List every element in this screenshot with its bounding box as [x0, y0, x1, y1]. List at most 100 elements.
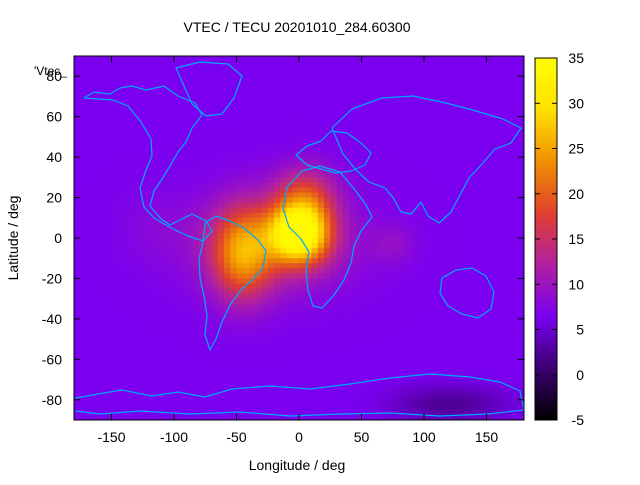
heatmap-cell: [292, 399, 300, 406]
heatmap-cell: [424, 61, 431, 67]
heatmap-cell: [217, 379, 225, 386]
heatmap-cell: [405, 384, 412, 391]
heatmap-cell: [149, 278, 156, 284]
heatmap-cell: [311, 258, 319, 264]
heatmap-cell: [392, 318, 400, 325]
heatmap-cell: [142, 273, 150, 279]
heatmap-cell: [442, 334, 450, 340]
heatmap-cell: [499, 359, 506, 365]
heatmap-cell: [474, 136, 481, 143]
heatmap-cell: [155, 101, 162, 107]
heatmap-cell: [199, 106, 206, 113]
heatmap-cell: [317, 202, 325, 209]
heatmap-cell: [336, 238, 344, 244]
heatmap-cell: [386, 207, 394, 214]
heatmap-cell: [311, 384, 319, 391]
heatmap-cell: [405, 248, 412, 254]
heatmap-cell: [249, 379, 256, 386]
heatmap-cell: [174, 379, 181, 386]
heatmap-cell: [467, 364, 475, 370]
heatmap-cell: [111, 56, 119, 62]
heatmap-cell: [280, 354, 287, 360]
heatmap-cell: [305, 238, 312, 244]
heatmap-cell: [455, 162, 462, 168]
heatmap-cell: [317, 354, 325, 360]
heatmap-cell: [174, 374, 181, 380]
heatmap-cell: [286, 202, 294, 209]
heatmap-cell: [449, 71, 456, 77]
heatmap-cell: [405, 172, 412, 178]
heatmap-cell: [180, 248, 187, 254]
heatmap-cell: [380, 243, 387, 249]
heatmap-cell: [442, 384, 450, 391]
heatmap-cell: [255, 293, 262, 300]
heatmap-cell: [361, 126, 369, 133]
heatmap-cell: [455, 121, 462, 128]
heatmap-cell: [224, 344, 231, 350]
heatmap-cell: [399, 334, 406, 340]
heatmap-cell: [105, 248, 112, 254]
heatmap-cell: [461, 263, 469, 269]
heatmap-cell: [242, 273, 250, 279]
heatmap-cell: [180, 197, 187, 204]
heatmap-cell: [142, 389, 150, 396]
heatmap-cell: [274, 106, 281, 113]
heatmap-cell: [199, 116, 206, 123]
heatmap-cell: [236, 121, 244, 128]
heatmap-cell: [492, 323, 500, 330]
heatmap-cell: [367, 238, 375, 244]
heatmap-cell: [349, 298, 356, 305]
heatmap-cell: [74, 364, 81, 370]
heatmap-cell: [349, 136, 356, 143]
heatmap-cell: [405, 268, 412, 274]
heatmap-cell: [130, 56, 137, 62]
heatmap-cell: [74, 147, 81, 153]
heatmap-cell: [380, 273, 387, 279]
heatmap-cell: [330, 116, 337, 123]
heatmap-cell: [505, 369, 512, 375]
heatmap-cell: [186, 56, 194, 62]
heatmap-cell: [336, 263, 344, 269]
heatmap-cell: [417, 172, 425, 178]
heatmap-cell: [74, 248, 81, 254]
heatmap-cell: [411, 364, 419, 370]
heatmap-cell: [211, 374, 219, 380]
heatmap-cell: [461, 96, 469, 102]
heatmap-cell: [130, 126, 137, 133]
heatmap-cell: [167, 91, 175, 97]
heatmap-cell: [99, 126, 106, 133]
heatmap-cell: [461, 152, 469, 158]
heatmap-cell: [255, 303, 262, 310]
heatmap-cell: [436, 329, 444, 335]
heatmap-cell: [480, 121, 487, 128]
heatmap-cell: [192, 384, 200, 391]
heatmap-cell: [380, 339, 387, 345]
heatmap-cell: [99, 81, 106, 87]
heatmap-cell: [230, 121, 237, 128]
heatmap-cell: [286, 222, 294, 229]
heatmap-cell: [80, 283, 87, 289]
heatmap-cell: [311, 202, 319, 209]
heatmap-cell: [424, 308, 431, 315]
heatmap-cell: [261, 303, 269, 310]
heatmap-cell: [142, 288, 150, 295]
heatmap-cell: [111, 399, 119, 406]
heatmap-cell: [136, 394, 144, 401]
heatmap-cell: [474, 323, 481, 330]
heatmap-cell: [405, 96, 412, 102]
heatmap-cell: [205, 399, 212, 406]
heatmap-cells: [74, 56, 525, 421]
heatmap-cell: [274, 253, 281, 259]
heatmap-cell: [155, 157, 162, 163]
heatmap-cell: [492, 61, 500, 67]
heatmap-cell: [180, 349, 187, 355]
heatmap-cell: [417, 61, 425, 67]
heatmap-cell: [292, 273, 300, 279]
heatmap-cell: [405, 71, 412, 77]
heatmap-cell: [186, 187, 194, 193]
heatmap-cell: [217, 283, 225, 289]
heatmap-cell: [149, 283, 156, 289]
heatmap-cell: [342, 96, 350, 102]
heatmap-cell: [449, 374, 456, 380]
heatmap-cell: [155, 121, 162, 128]
